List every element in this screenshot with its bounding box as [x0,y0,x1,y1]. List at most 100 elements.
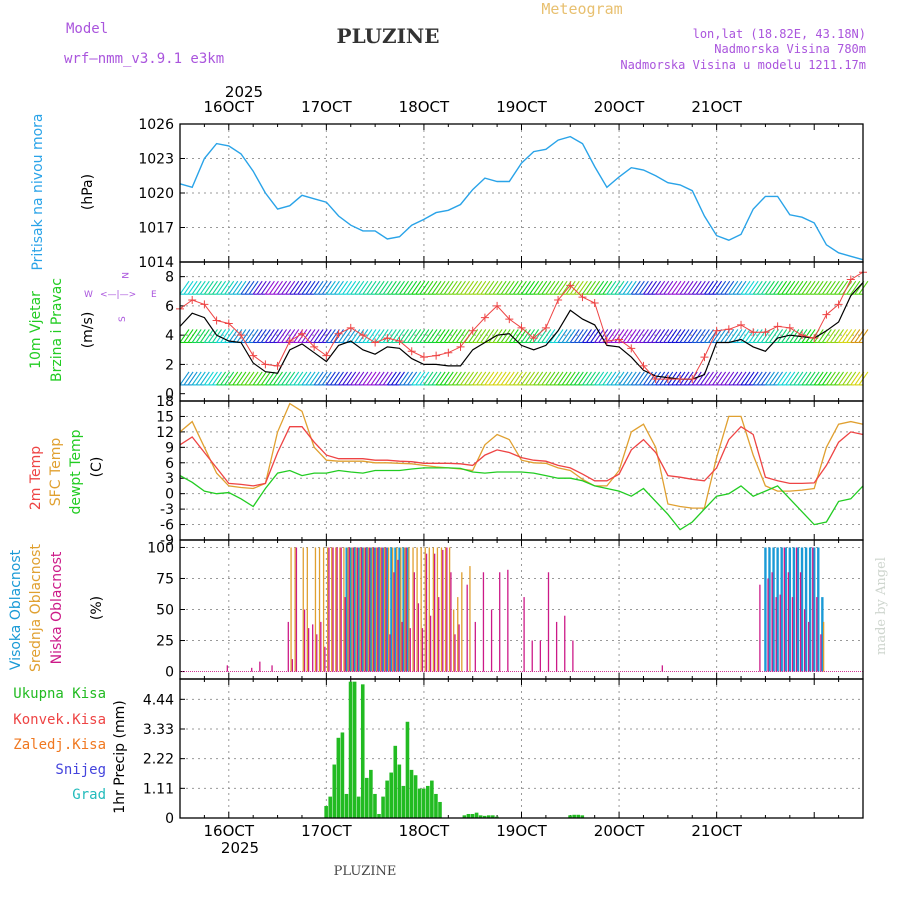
precip-bar [324,805,328,818]
wind-barb [586,371,596,386]
wind-barb [695,329,706,343]
gust-marker [212,316,221,325]
wind-barb [338,371,349,386]
wind-barb [614,371,625,386]
wind-barb [443,329,454,343]
sfc-temp-line [179,402,864,509]
wind-barb [769,329,779,343]
y-tick-label: 4 [165,328,174,344]
wind-barb [419,329,430,343]
wind-barb [667,329,678,343]
wind-barb [191,371,202,386]
model-label: Model [66,21,108,37]
wind-barb [191,329,202,343]
wind-barb [573,371,584,386]
gust-marker [419,353,428,362]
gust-marker [273,361,282,370]
wind-barb [329,329,340,343]
wind-barb [354,280,365,295]
wind-barb [553,280,564,295]
wind-barb [216,371,227,386]
wind-barb [399,280,409,295]
wind-barb [366,329,377,343]
panel-cloud: 0 25 50 75 100 [147,539,864,681]
wind-barb [338,280,349,295]
wind-barb [244,329,255,343]
wind-barb [537,280,548,295]
wind-barb [679,280,690,295]
wind-barb [508,280,519,295]
wind-barb [756,371,767,386]
wind-barb [500,329,511,343]
precip-bar [336,737,341,818]
cloud-ylabel-mid: Srednja Oblacnost [28,544,44,672]
wind-barb [703,280,714,295]
wind-barb [602,371,613,386]
precip-bar [580,815,585,818]
wind-barb [830,280,840,295]
wind-barb [813,371,824,386]
wind-barb [236,371,247,386]
precip-bar [365,777,369,818]
gust-marker [651,375,660,384]
wind-barb [273,280,283,295]
gust-marker [712,326,721,335]
wind-barb [663,280,674,295]
wind-barb [260,371,271,386]
y-tick-label: 1014 [138,255,174,271]
precip-bar [377,813,381,818]
wind-barb [577,371,588,386]
wind-barb [268,280,279,295]
wind-barb [191,280,202,295]
wind-barb [805,280,816,295]
wind-barb [199,371,210,386]
wind-barb [675,329,686,343]
precip-bar [425,785,430,818]
wind-barb [362,371,373,386]
wind-barb [764,371,775,386]
wind-barb [598,280,609,295]
wind-barb [277,280,288,295]
y-tick-label: 0 [165,665,174,681]
wind-barb [268,371,279,386]
precip-bar [430,780,434,818]
wind-barb [781,280,792,295]
wind-barb [439,280,450,295]
wind-barb [809,371,820,386]
wind-barb [232,329,243,343]
gust-marker [700,353,709,362]
wind-barb [488,280,499,295]
wind-barb [728,371,739,386]
wind-barb [561,371,572,386]
wind-barb [516,329,527,343]
wind-barb [764,329,775,343]
wind-barb [699,371,710,386]
wind-barb [285,329,296,343]
wind-barb [362,280,373,295]
precip-bar [478,815,483,818]
wind-barb [569,280,580,295]
wind-barb [748,280,759,295]
wind-barb [732,371,743,386]
gust-marker [846,275,855,284]
wind-barb [720,329,731,343]
wind-barb [301,329,312,343]
wind-barb [325,371,336,386]
wind-barb [606,329,617,343]
wind-barb [208,329,218,343]
wind-barb [313,371,324,386]
compass-n: N [119,272,129,279]
wind-barb [671,329,682,343]
wind-barb [809,280,820,295]
precip-bar [360,684,365,818]
wind-barb [366,371,377,386]
y-tick-label: 18 [156,394,174,410]
wind-barb [512,371,523,386]
wind-barb [797,371,808,386]
wind-barb [691,329,702,343]
wind-barb [281,280,292,295]
wind-barb [760,280,771,295]
precip-bar [466,813,471,818]
wind-barb [821,371,832,386]
wind-barb [797,280,808,295]
